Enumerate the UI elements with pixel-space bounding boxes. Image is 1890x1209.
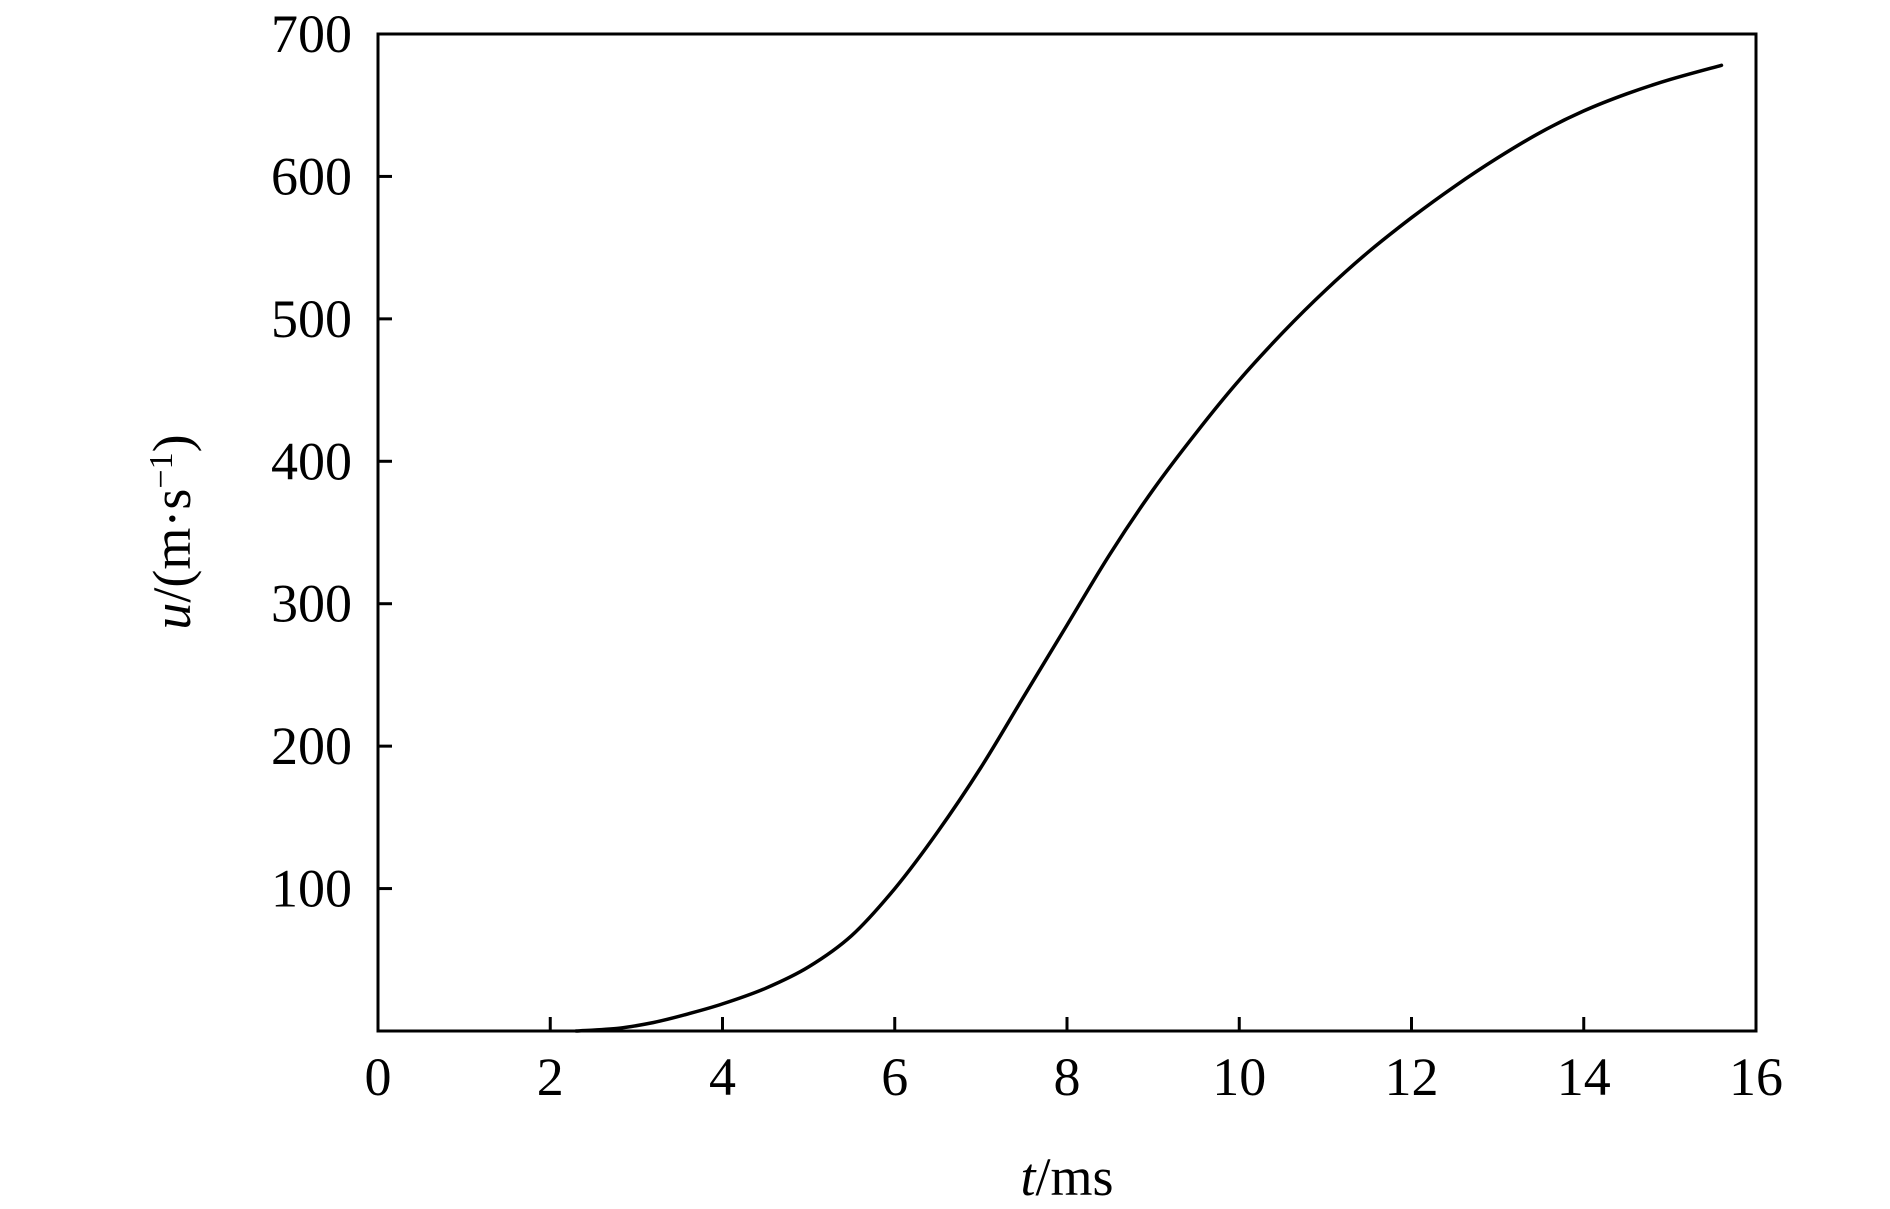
y-tick-label: 400 [271,431,352,491]
x-tick-label: 0 [365,1047,392,1107]
y-tick-label: 200 [271,716,352,776]
x-tick-label: 16 [1729,1047,1783,1107]
series-group [574,63,1724,1033]
x-tick-label: 8 [1054,1047,1081,1107]
y-axis-unit: /(m·s [142,489,202,603]
x-tick-label: 14 [1557,1047,1611,1107]
y-tick-label: 700 [271,4,352,64]
x-axis-ticks: 0 2 4 6 8 10 12 14 16 [365,1017,1783,1107]
x-tick-label: 6 [881,1047,908,1107]
plot-frame [376,32,1758,1033]
x-axis-var: t [1020,1147,1037,1207]
x-axis-unit: /ms [1035,1147,1113,1207]
y-axis-unit-close: ) [142,434,202,452]
y-tick-label: 500 [271,289,352,349]
y-tick-label: 100 [271,859,352,919]
x-tick-label: 4 [709,1047,736,1107]
y-axis-unit-sup: −1 [143,452,180,488]
x-axis-label: t/ms [1020,1147,1113,1207]
y-tick-label: 600 [271,146,352,206]
x-tick-label: 12 [1385,1047,1439,1107]
series-line-1 [574,63,1724,1033]
y-axis-ticks: 100 200 300 400 500 600 700 [271,4,392,919]
x-tick-label: 2 [537,1047,564,1107]
y-axis-var: u [142,603,202,630]
y-axis-label: u/(m·s−1) [142,434,202,629]
x-tick-label: 10 [1212,1047,1266,1107]
y-tick-label: 300 [271,574,352,634]
